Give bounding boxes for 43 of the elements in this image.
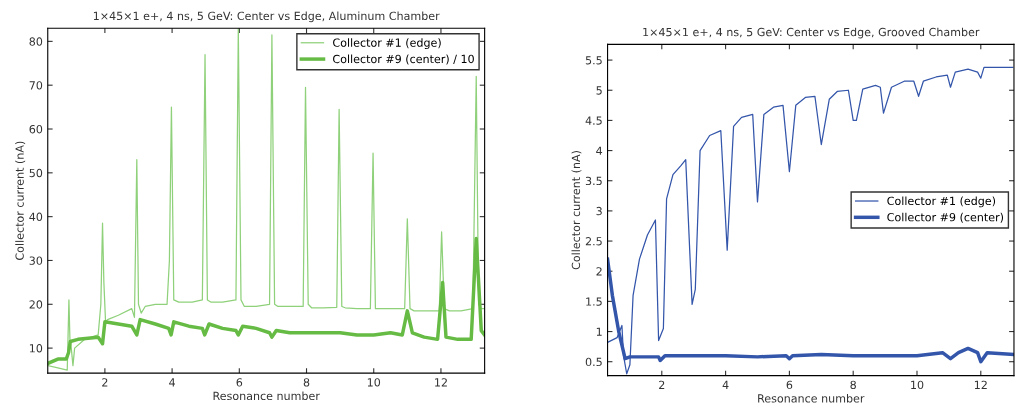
legend-label: Collector #9 (center) / 10 [333, 54, 474, 65]
x-axis-title: Resonance number [758, 393, 865, 403]
chart-title: 1×45×1 e+, 4 ns, 5 GeV: Center vs Edge, Aluminum Chamber [93, 11, 440, 23]
y-tick-label: 4 [596, 146, 603, 155]
y-tick-label: 30 [29, 256, 43, 265]
x-tick-label: 10 [367, 378, 381, 387]
y-tick-label: 5.5 [585, 56, 602, 65]
legend-label: Collector #1 (edge) [333, 38, 441, 49]
line-series [47, 28, 485, 371]
x-axis-title: Resonance number [213, 391, 320, 401]
y-tick-label: 0.5 [585, 357, 602, 367]
y-tick-label: 2 [596, 267, 602, 276]
x-tick-label: 6 [236, 378, 243, 387]
x-tick-label: 4 [169, 378, 176, 387]
y-tick-label: 40 [29, 212, 43, 222]
y-tick-label: 20 [29, 300, 43, 309]
x-tick-label: 6 [786, 380, 793, 390]
y-tick-label: 1.5 [586, 297, 602, 306]
x-tick-label: 4 [722, 380, 729, 389]
x-tick-label: 10 [911, 380, 924, 390]
y-tick-label: 50 [29, 168, 43, 178]
y-tick-label: 5 [596, 86, 602, 95]
y-tick-label: 10 [29, 344, 43, 353]
x-tick-label: 12 [974, 380, 987, 389]
x-tick-label: 2 [102, 378, 108, 387]
x-tick-label: 2 [659, 380, 665, 389]
y-tick-label: 3.5 [585, 176, 602, 186]
x-tick-label: 8 [850, 380, 856, 390]
y-tick-label: 3 [596, 206, 602, 216]
y-tick-label: 60 [29, 124, 43, 134]
y-tick-label: 4.5 [585, 116, 602, 125]
chart-title: 1×45×1 e+, 4 ns, 5 GeV: Center vs Edge, Grooved Chamber [643, 27, 980, 39]
y-tick-label: 1 [596, 327, 602, 336]
legend-label: Collector #1 (edge) [887, 196, 996, 208]
legend-label: Collector #9 (center) [887, 212, 1004, 223]
y-tick-label: 2.5 [585, 237, 602, 246]
y-tick-label: 80 [29, 37, 43, 46]
y-axis-title: Collector current (nA) [571, 151, 582, 270]
line-series [47, 236, 485, 366]
x-tick-label: 12 [435, 378, 447, 387]
y-axis-title: Collector current (nA) [15, 141, 26, 260]
x-tick-label: 8 [303, 378, 310, 387]
y-tick-label: 70 [29, 81, 43, 90]
